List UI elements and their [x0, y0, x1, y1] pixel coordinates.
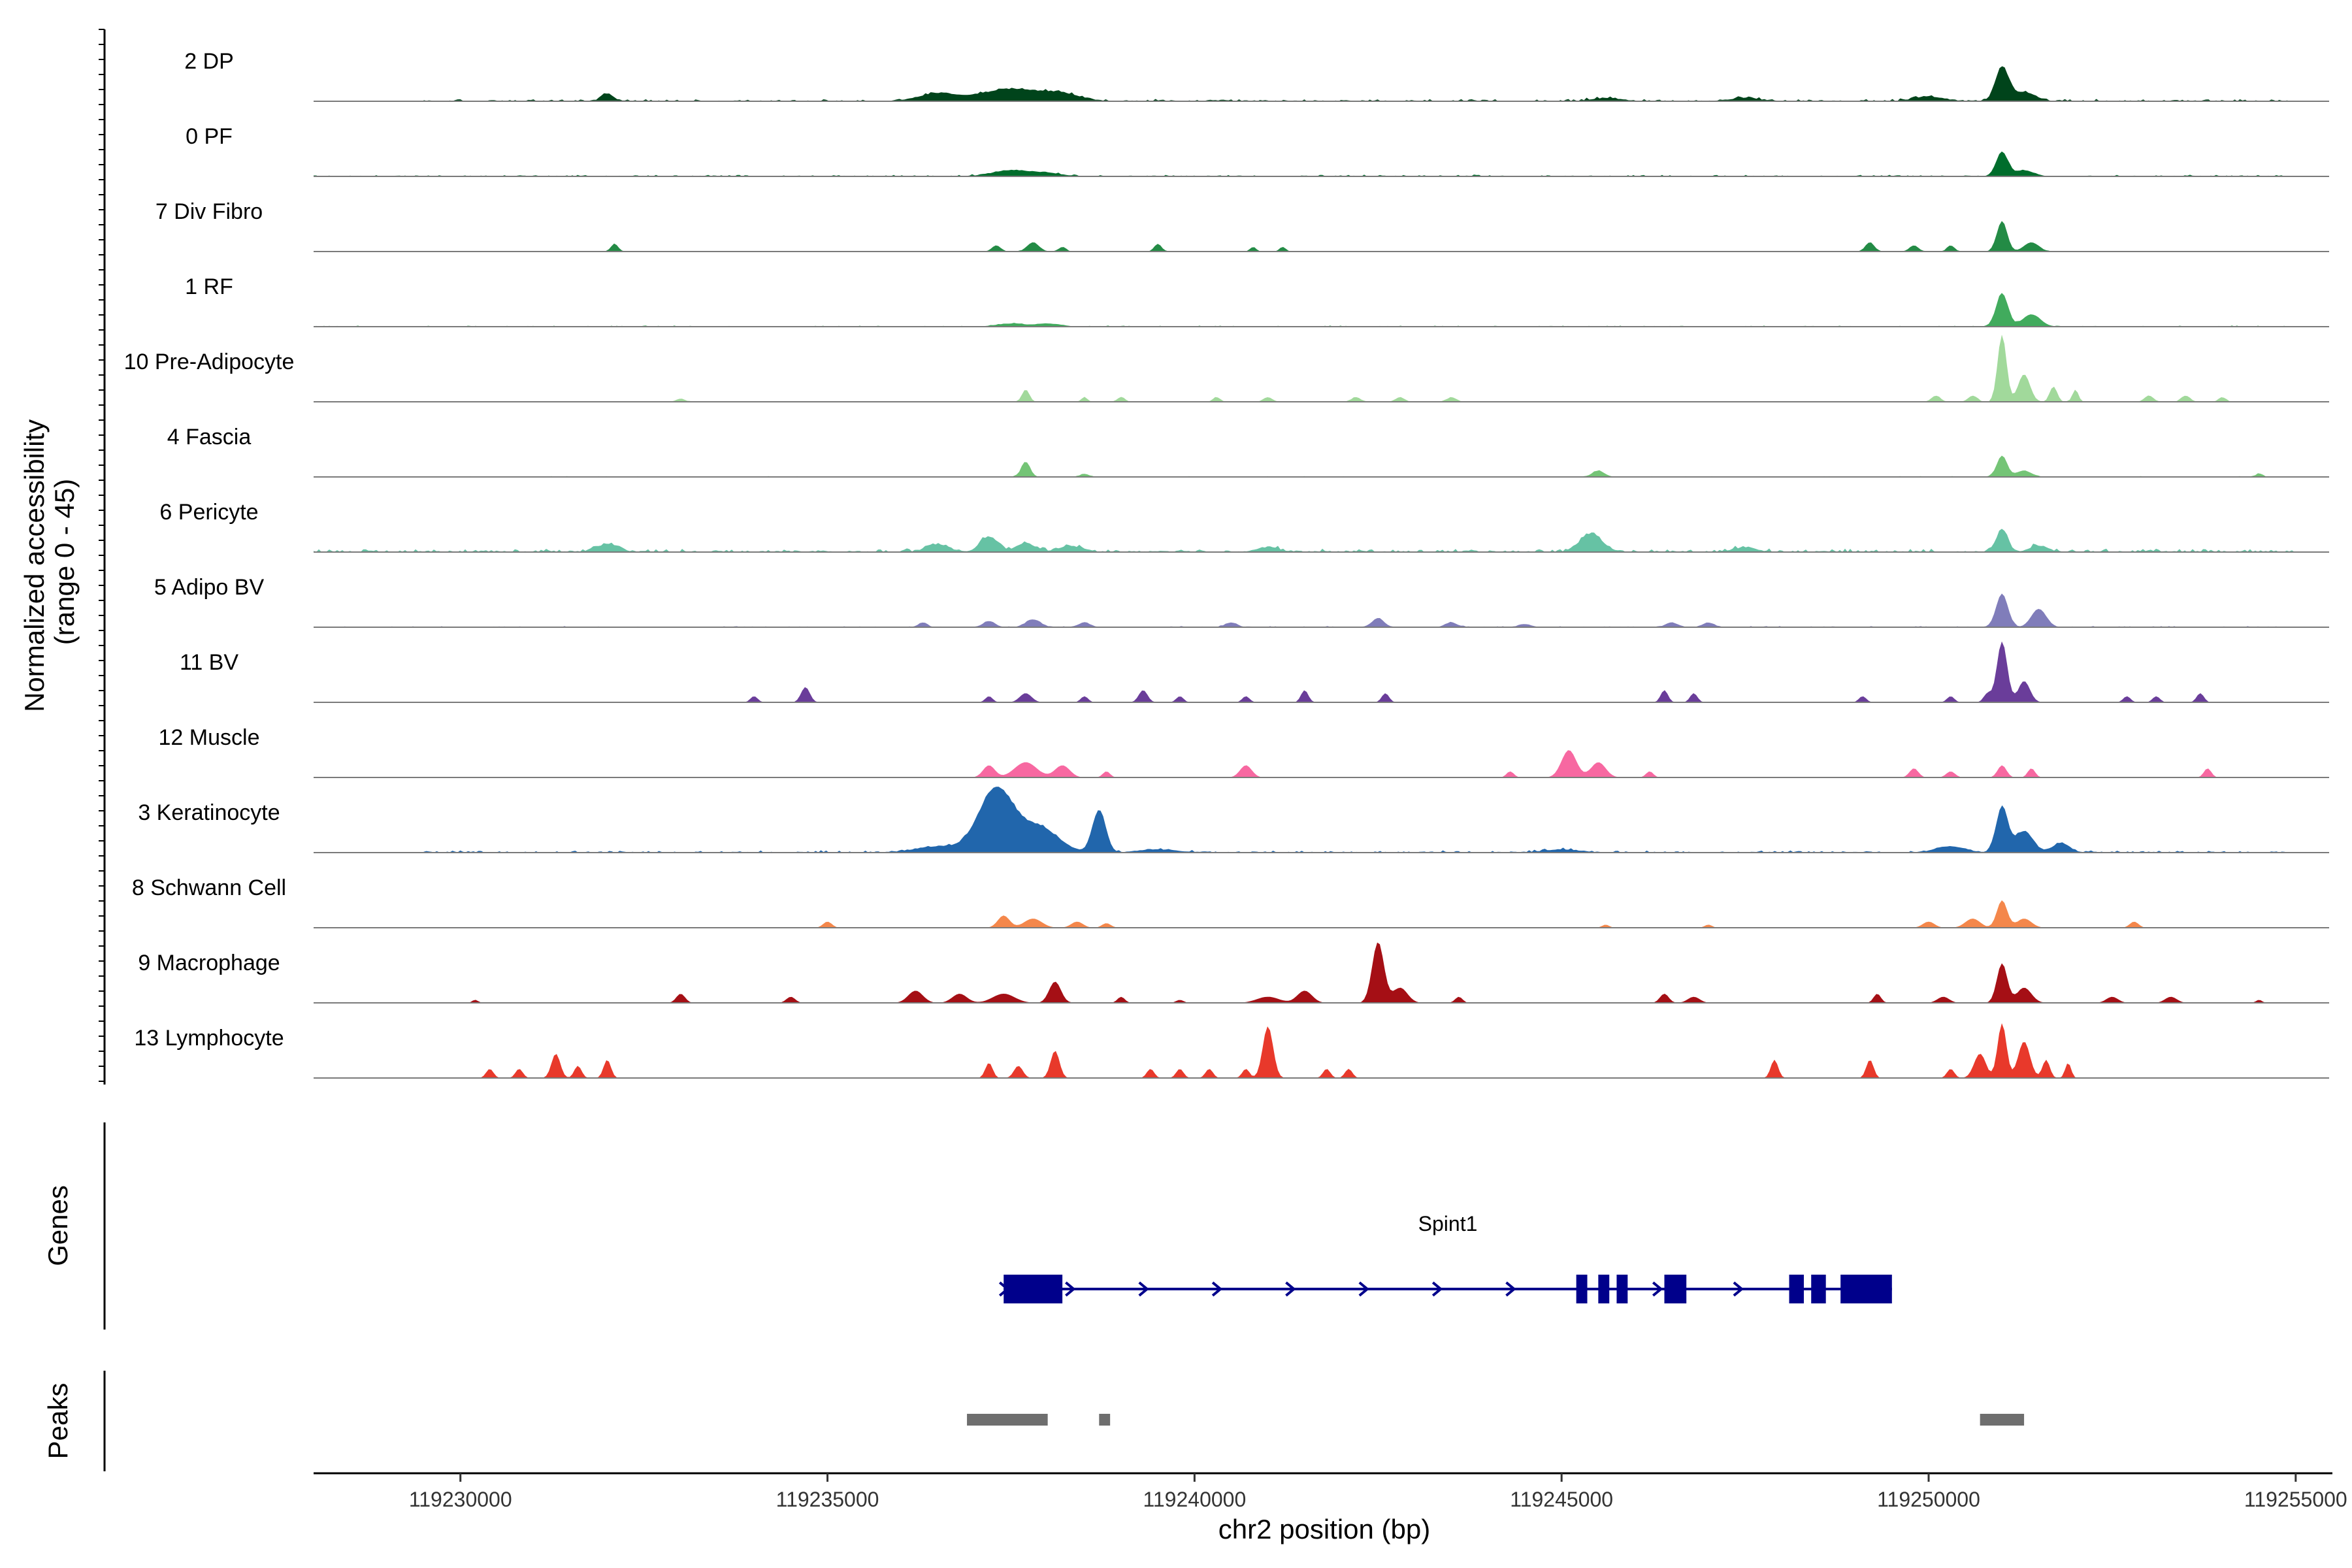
- coverage-area: [314, 1023, 2296, 1078]
- y-axis-title-line1: Normalized accessibility: [19, 419, 50, 712]
- coverage-area: [314, 335, 2296, 402]
- track-13: 9 Macrophage: [138, 942, 2329, 1004]
- track-12: 8 Schwann Cell: [132, 875, 2329, 928]
- strand-arrow: [1505, 1281, 1516, 1297]
- track-label: 7 Div Fibro: [155, 199, 263, 224]
- x-tick-label: 119250000: [1877, 1488, 1980, 1511]
- track-label: 11 BV: [180, 650, 238, 675]
- track-8: 5 Adipo BV: [154, 575, 2329, 628]
- gene-exon: [1576, 1275, 1588, 1303]
- peaks-panel-title: Peaks: [42, 1383, 73, 1460]
- x-tick-label: 119230000: [409, 1488, 512, 1511]
- track-4: 1 RF: [185, 274, 2329, 327]
- track-label: 6 Pericyte: [159, 500, 258, 525]
- gene-name-label: Spint1: [1418, 1212, 1478, 1235]
- track-label: 2 DP: [184, 49, 234, 74]
- coverage-area: [314, 455, 2296, 477]
- gene-exon: [1664, 1275, 1687, 1303]
- coverage-area: [314, 151, 2296, 176]
- strand-arrow: [1652, 1281, 1663, 1297]
- x-tick-label: 119240000: [1143, 1488, 1246, 1511]
- coverage-area: [314, 293, 2296, 327]
- track-label: 0 PF: [186, 124, 233, 149]
- track-2: 0 PF: [186, 124, 2329, 177]
- track-9: 11 BV: [180, 641, 2329, 703]
- gene-exon: [1598, 1275, 1610, 1303]
- gene-exon: [1789, 1275, 1804, 1303]
- y-axis-title-line2: (range 0 - 45): [49, 479, 80, 645]
- track-11: 3 Keratinocyte: [138, 787, 2329, 853]
- track-label: 8 Schwann Cell: [132, 875, 286, 900]
- track-14: 13 Lymphocyte: [134, 1023, 2329, 1079]
- track-label: 10 Pre-Adipocyte: [124, 350, 295, 374]
- track-6: 4 Fascia: [167, 425, 2329, 478]
- gene-exon: [1616, 1275, 1628, 1303]
- strand-arrow: [1285, 1281, 1296, 1297]
- gene-spint1: Spint1: [998, 1212, 1892, 1303]
- track-7: 6 Pericyte: [159, 500, 2329, 553]
- track-1: 2 DP: [184, 49, 2329, 102]
- coverage-area: [314, 750, 2296, 777]
- y-axis-ticks: [99, 29, 105, 1082]
- strand-arrow: [1358, 1281, 1369, 1297]
- peak-region: [1099, 1414, 1111, 1426]
- strand-arrow: [1065, 1281, 1076, 1297]
- coverage-tracks: 2 DP 0 PF 7 Div Fibro 1 RF 10 Pre-Adipocyte 4…: [124, 49, 2329, 1079]
- track-3: 7 Div Fibro: [155, 199, 2329, 252]
- y-axis-title: Normalized accessibility (range 0 - 45): [19, 412, 80, 712]
- coverage-area: [423, 66, 2296, 101]
- x-tick-label: 119255000: [2244, 1488, 2347, 1511]
- x-tick-label: 119245000: [1510, 1488, 1613, 1511]
- coverage-area: [314, 529, 2296, 552]
- coverage-area: [314, 900, 2296, 928]
- x-axis-ticks: 119230000 119235000 119240000 119245000 1192…: [409, 1473, 2347, 1511]
- coverage-area: [314, 593, 2296, 627]
- x-tick-label: 119235000: [776, 1488, 879, 1511]
- track-label: 4 Fascia: [167, 425, 252, 449]
- strand-arrow: [1211, 1281, 1223, 1297]
- strand-arrow: [1138, 1281, 1149, 1297]
- genes-panel: Spint1: [998, 1212, 1892, 1303]
- gene-exon: [1004, 1275, 1063, 1303]
- coverage-area: [314, 641, 2296, 702]
- track-5: 10 Pre-Adipocyte: [124, 335, 2329, 402]
- track-label: 9 Macrophage: [138, 951, 280, 975]
- track-10: 12 Muscle: [159, 725, 2329, 778]
- peak-region: [1980, 1414, 2025, 1426]
- coverage-area: [423, 787, 2296, 853]
- strand-arrow: [1431, 1281, 1443, 1297]
- track-label: 5 Adipo BV: [154, 575, 265, 600]
- track-label: 1 RF: [185, 274, 233, 299]
- peaks-panel: [967, 1414, 2025, 1426]
- track-label: 12 Muscle: [159, 725, 260, 750]
- track-label: 3 Keratinocyte: [138, 800, 280, 825]
- track-label: 13 Lymphocyte: [134, 1026, 284, 1051]
- coverage-area: [314, 221, 2296, 252]
- gene-exon: [1840, 1275, 1892, 1303]
- peak-region: [967, 1414, 1048, 1426]
- coverage-area: [314, 942, 2296, 1003]
- strand-arrow: [1733, 1281, 1744, 1297]
- gene-exon: [1811, 1275, 1826, 1303]
- genes-panel-title: Genes: [42, 1185, 73, 1266]
- x-axis-title: chr2 position (bp): [1218, 1514, 1431, 1544]
